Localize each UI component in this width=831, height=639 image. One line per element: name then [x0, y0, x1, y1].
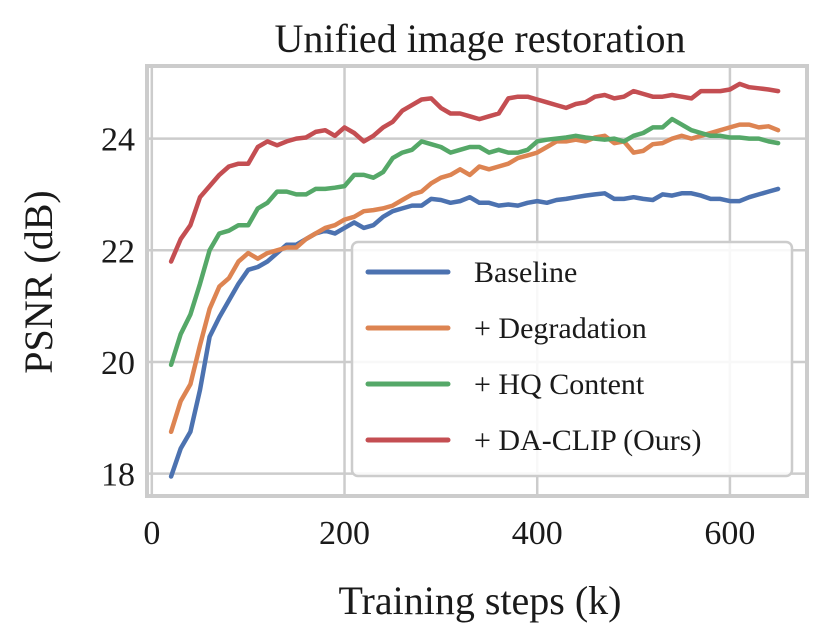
legend-label: + DA-CLIP (Ours): [474, 424, 701, 457]
y-tick-label: 22: [101, 233, 135, 270]
y-tick-label: 24: [101, 122, 135, 159]
series-lines: [168, 81, 781, 479]
x-tick-label: 400: [512, 515, 563, 552]
legend-label: + HQ Content: [474, 368, 645, 401]
series-line-3: [168, 116, 781, 368]
y-tick-labels: 18 20 22 24: [101, 122, 135, 494]
chart-title: Unified image restoration: [275, 16, 686, 61]
x-tick-label: 200: [319, 515, 370, 552]
legend-box: [350, 240, 794, 478]
x-tick-labels: 0 200 400 600: [143, 515, 755, 552]
y-tick-label: 20: [101, 345, 135, 382]
x-axis-label: Training steps (k): [339, 578, 622, 623]
series-line-4: [168, 81, 781, 264]
series-line-2: [168, 122, 781, 435]
y-tick-label: 18: [101, 457, 135, 494]
legend-label: Baseline: [474, 256, 577, 289]
series-line-1: [168, 186, 781, 479]
y-axis-label: PSNR (dB): [16, 190, 61, 373]
x-tick-label: 0: [143, 515, 160, 552]
legend-label: + Degradation: [474, 312, 647, 345]
x-tick-label: 600: [704, 515, 755, 552]
legend: Baseline + Degradation + HQ Content + DA-CL…: [350, 240, 794, 478]
